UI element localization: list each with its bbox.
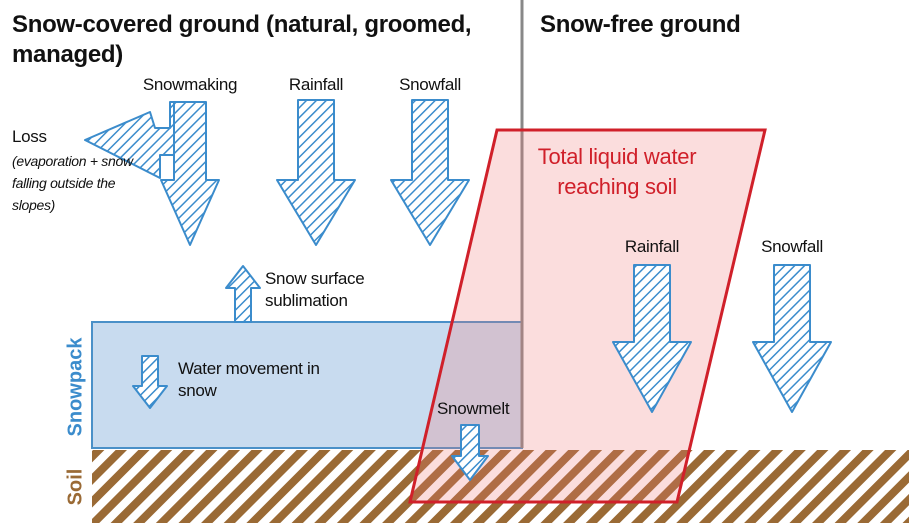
- label: Snowmaking: [143, 74, 237, 96]
- layer-label: Soil: [65, 469, 88, 506]
- right-title: Snow-free ground: [540, 10, 741, 40]
- label: Rainfall: [625, 236, 679, 258]
- label: Snowfall: [399, 74, 461, 96]
- label: Snow surface sublimation: [265, 268, 380, 312]
- arrow: [391, 100, 469, 245]
- zone-label: Total liquid water reaching soil: [522, 142, 712, 202]
- left-title: Snow-covered ground (natural, groomed, m…: [12, 10, 512, 70]
- label: Water movement in snow: [178, 358, 328, 402]
- arrow: [753, 265, 831, 412]
- note: (evaporation + snow falling outside the …: [12, 150, 142, 216]
- arrow: [277, 100, 355, 245]
- label: Snowfall: [761, 236, 823, 258]
- label: Loss: [12, 126, 47, 148]
- label: Rainfall: [289, 74, 343, 96]
- arrow: [226, 266, 260, 322]
- label: Snowmelt: [437, 398, 509, 420]
- diagram: Snow-covered ground (natural, groomed, m…: [0, 0, 909, 523]
- layer-label: Snowpack: [65, 338, 88, 437]
